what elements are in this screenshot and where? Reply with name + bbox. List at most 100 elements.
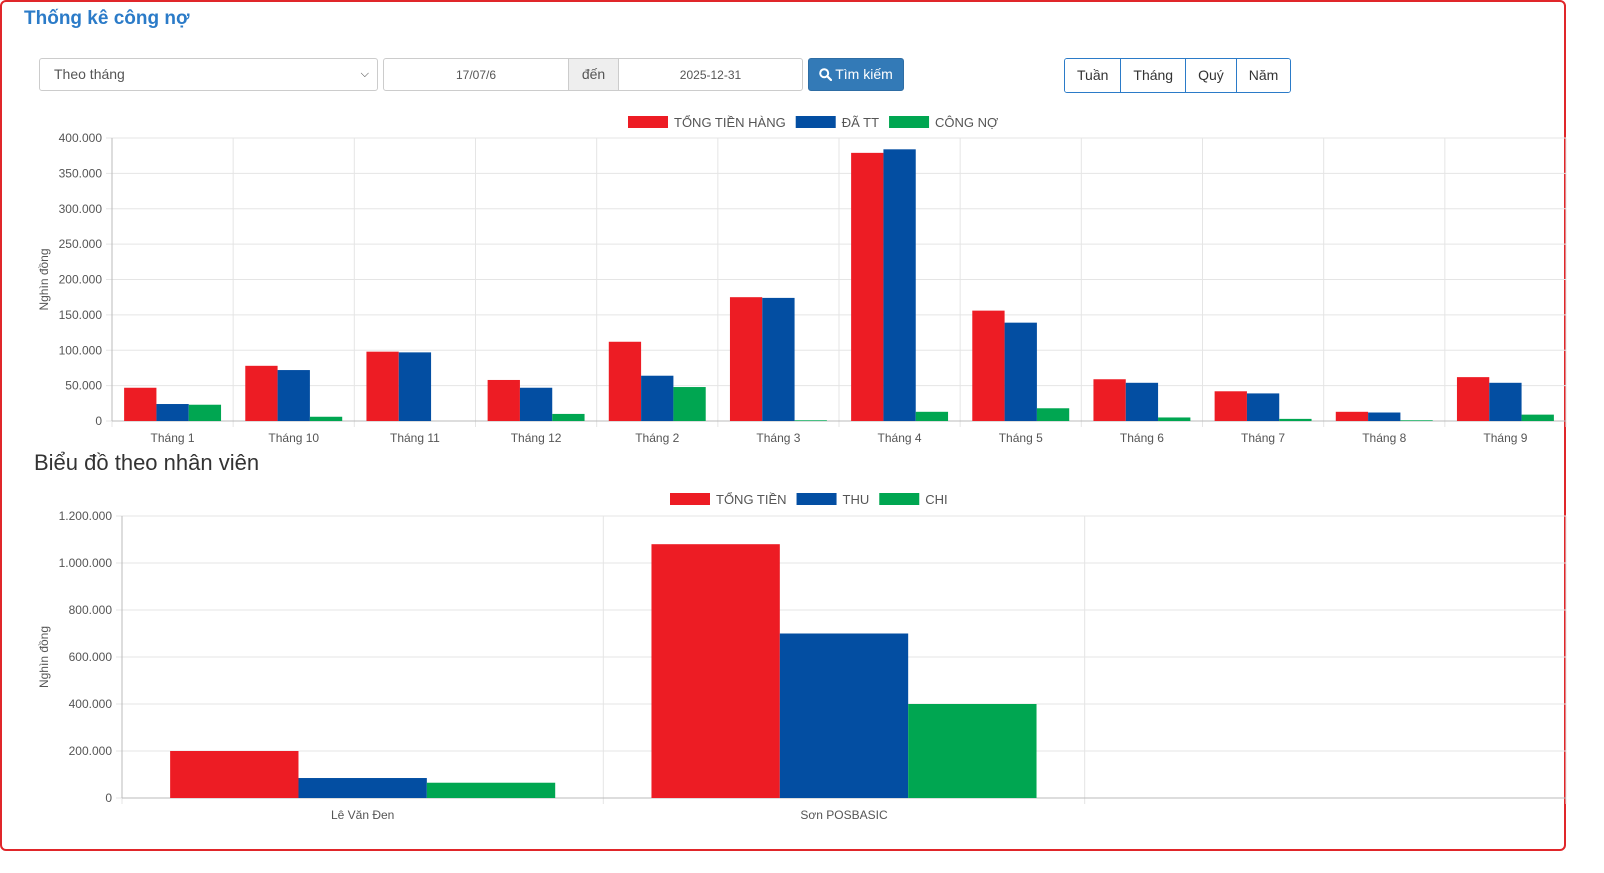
y-tick-label: 400.000 xyxy=(69,697,113,711)
y-tick-label: 200.000 xyxy=(69,744,113,758)
y-tick-label: 0 xyxy=(105,791,112,805)
y-tick-label: 400.000 xyxy=(59,131,103,145)
x-tick-label: Tháng 5 xyxy=(999,431,1043,445)
bar xyxy=(673,387,706,421)
page-title: Thống kê công nợ xyxy=(24,8,190,29)
bar xyxy=(1489,382,1522,421)
legend-swatch xyxy=(796,493,837,505)
x-tick-label: Tháng 8 xyxy=(1362,431,1406,445)
bar xyxy=(1400,420,1433,421)
bar xyxy=(1521,414,1554,421)
x-tick-label: Tháng 3 xyxy=(756,431,800,445)
bar xyxy=(1335,411,1369,421)
legend-swatch xyxy=(889,116,930,128)
period-button-group: Tuần Tháng Quý Năm xyxy=(1064,58,1292,93)
period-quarter-button[interactable]: Quý xyxy=(1186,59,1237,92)
legend-swatch xyxy=(670,493,710,505)
bar xyxy=(1004,322,1037,421)
bar xyxy=(779,633,909,798)
bar xyxy=(188,404,222,421)
bar xyxy=(487,379,520,421)
period-mode-value: Theo tháng xyxy=(54,66,125,82)
x-tick-label: Tháng 10 xyxy=(268,431,319,445)
bar xyxy=(883,149,916,421)
bar xyxy=(608,341,642,421)
bar xyxy=(915,411,949,421)
bar xyxy=(277,370,310,421)
y-tick-label: 0 xyxy=(95,414,102,428)
bar xyxy=(552,413,585,421)
bar xyxy=(170,751,299,798)
x-tick-label: Sơn POSBASIC xyxy=(800,808,888,822)
period-month-button[interactable]: Tháng xyxy=(1121,59,1187,92)
x-tick-label: Tháng 1 xyxy=(151,431,195,445)
period-year-button[interactable]: Năm xyxy=(1236,59,1291,92)
period-mode-select[interactable]: Theo tháng ⌵ xyxy=(39,58,378,91)
legend-swatch xyxy=(628,116,668,128)
x-tick-label: Tháng 4 xyxy=(878,431,922,445)
bar xyxy=(1093,379,1126,421)
bar xyxy=(1158,417,1191,421)
x-tick-label: Lê Văn Đen xyxy=(331,808,394,822)
legend-label: ĐÃ TT xyxy=(842,115,879,130)
bar xyxy=(398,352,432,421)
legend-label: THU xyxy=(843,492,870,507)
legend-swatch xyxy=(795,116,836,128)
bar xyxy=(1246,393,1280,421)
y-tick-label: 1.200.000 xyxy=(59,509,113,523)
search-button[interactable]: Tìm kiếm xyxy=(808,58,904,91)
legend-label: TỔNG TIỀN HÀNG xyxy=(674,115,786,130)
bar xyxy=(762,297,795,421)
bar xyxy=(426,782,556,798)
y-tick-label: 150.000 xyxy=(59,308,103,322)
search-icon xyxy=(819,68,833,82)
bar xyxy=(1125,382,1159,421)
date-range-separator: đến xyxy=(569,58,618,91)
x-tick-label: Tháng 7 xyxy=(1241,431,1285,445)
date-from-input[interactable] xyxy=(383,58,569,91)
chevron-down-icon: ⌵ xyxy=(360,68,369,80)
y-tick-label: 100.000 xyxy=(59,343,103,357)
y-tick-label: 50.000 xyxy=(65,379,102,393)
bar xyxy=(124,387,157,421)
y-tick-label: 1.000.000 xyxy=(59,556,113,570)
bar xyxy=(851,152,884,422)
bar xyxy=(298,778,427,798)
x-tick-label: Tháng 12 xyxy=(511,431,562,445)
bar xyxy=(156,404,189,421)
bar xyxy=(972,310,1005,421)
bar xyxy=(1036,408,1070,421)
bar xyxy=(729,297,763,421)
bar xyxy=(245,365,278,421)
search-button-label: Tìm kiếm xyxy=(835,66,893,82)
x-tick-label: Tháng 9 xyxy=(1483,431,1527,445)
bar xyxy=(309,416,343,421)
bar xyxy=(908,704,1037,798)
legend-label: CHI xyxy=(925,492,947,507)
y-tick-label: 600.000 xyxy=(69,650,113,664)
y-tick-label: 300.000 xyxy=(59,202,103,216)
y-tick-label: 350.000 xyxy=(59,166,103,180)
legend-swatch xyxy=(879,493,920,505)
bar xyxy=(651,544,780,798)
period-week-button[interactable]: Tuần xyxy=(1065,59,1122,92)
bar xyxy=(794,420,827,421)
bar xyxy=(1214,391,1247,421)
legend-label: TỔNG TIỀN xyxy=(716,492,787,507)
employee-chart-title: Biểu đồ theo nhân viên xyxy=(34,450,260,475)
legend-label: CÔNG NỢ xyxy=(935,115,998,130)
bar xyxy=(1368,412,1401,421)
y-tick-label: 200.000 xyxy=(59,273,103,287)
bar xyxy=(519,387,553,421)
bar xyxy=(1279,418,1312,421)
y-tick-label: 800.000 xyxy=(69,603,113,617)
x-tick-label: Tháng 2 xyxy=(635,431,679,445)
x-tick-label: Tháng 11 xyxy=(390,431,440,445)
x-tick-label: Tháng 6 xyxy=(1120,431,1164,445)
bar xyxy=(366,351,399,421)
date-to-input[interactable] xyxy=(618,58,803,91)
y-axis-title: Nghìn đồng xyxy=(37,626,51,688)
y-tick-label: 250.000 xyxy=(59,237,103,251)
y-axis-title: Nghìn đồng xyxy=(37,248,51,310)
